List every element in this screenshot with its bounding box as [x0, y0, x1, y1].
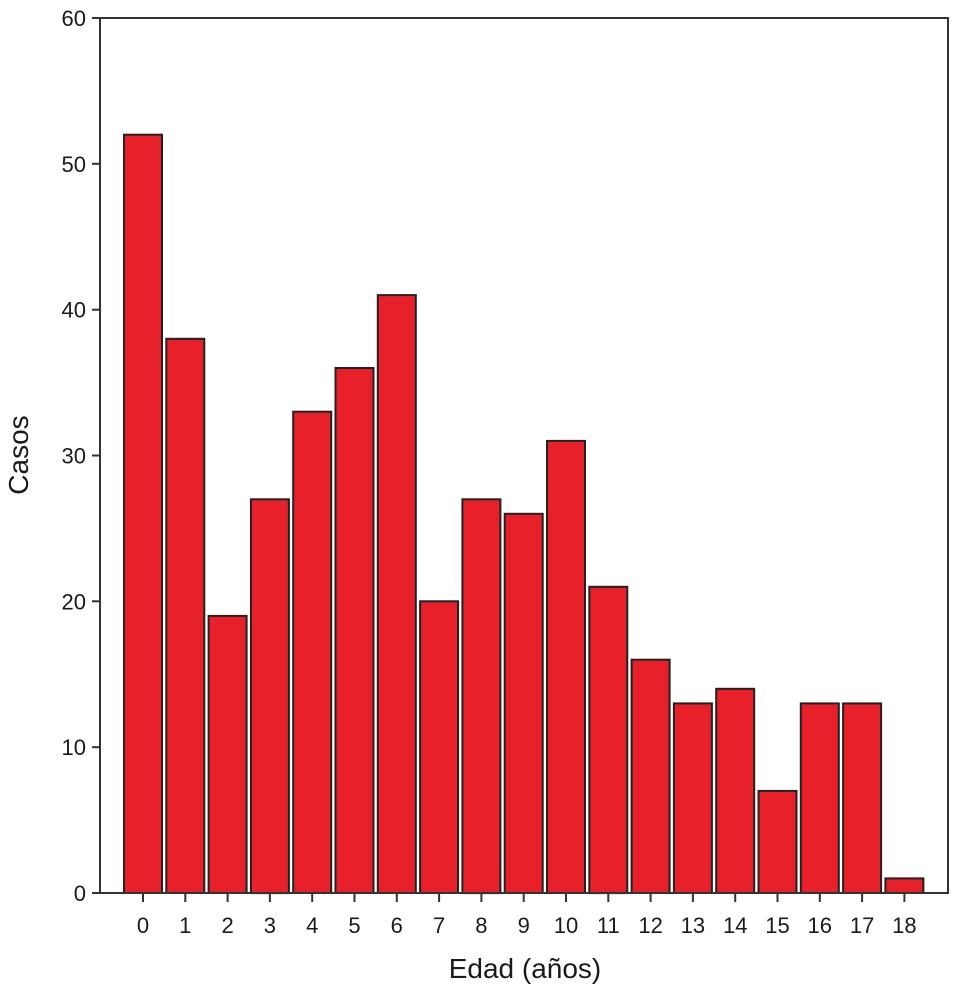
x-tick-label-11: 11	[597, 913, 620, 938]
x-tick-label-10: 10	[554, 913, 578, 938]
x-tick-label-8: 8	[475, 913, 487, 938]
y-axis: 0 10 20 30 40 50 60	[62, 6, 100, 906]
x-axis: 0 1 2 3 4 5 6 7 8 9 10 11 12 13 14 15 16 17 18	[137, 893, 917, 938]
y-tick-label-50: 50	[62, 152, 86, 177]
x-tick-label-1: 1	[179, 913, 191, 938]
y-tick-label-20: 20	[62, 589, 86, 614]
x-tick-label-16: 16	[808, 913, 832, 938]
bar-1	[165, 337, 206, 894]
bar-3	[249, 498, 290, 895]
bar-5	[334, 367, 375, 894]
x-tick-label-13: 13	[681, 913, 705, 938]
bars-group	[123, 133, 925, 895]
x-tick-label-9: 9	[518, 913, 530, 938]
x-tick-label-0: 0	[137, 913, 149, 938]
bar-4	[292, 410, 333, 894]
y-tick-label-10: 10	[62, 735, 86, 760]
y-tick-label-40: 40	[62, 298, 86, 323]
x-tick-label-5: 5	[348, 913, 360, 938]
x-tick-label-2: 2	[221, 913, 233, 938]
x-tick-label-15: 15	[765, 913, 789, 938]
bar-13	[672, 702, 713, 895]
x-tick-label-12: 12	[638, 913, 662, 938]
bar-9	[503, 512, 544, 894]
x-tick-label-4: 4	[306, 913, 318, 938]
bar-7	[419, 600, 460, 894]
y-tick-label-30: 30	[62, 444, 86, 469]
bar-6	[376, 294, 417, 895]
x-tick-label-18: 18	[892, 913, 916, 938]
bar-8	[461, 498, 502, 895]
bar-14	[715, 687, 756, 894]
bar-11	[588, 585, 629, 895]
bar-16	[799, 702, 840, 895]
y-tick-label-60: 60	[62, 6, 86, 31]
bar-18	[884, 877, 925, 895]
bar-15	[757, 789, 798, 895]
x-tick-label-6: 6	[391, 913, 403, 938]
y-axis-title: Casos	[3, 415, 34, 494]
y-tick-label-0: 0	[74, 881, 86, 906]
x-tick-label-14: 14	[723, 913, 747, 938]
x-tick-label-7: 7	[433, 913, 445, 938]
bar-10	[546, 439, 586, 894]
bar-12	[630, 658, 671, 895]
bar-2	[207, 614, 248, 895]
x-axis-title: Edad (años)	[449, 953, 602, 984]
x-tick-label-17: 17	[850, 913, 874, 938]
bar-17	[842, 702, 883, 895]
bar-0	[123, 133, 163, 894]
x-tick-label-3: 3	[264, 913, 276, 938]
